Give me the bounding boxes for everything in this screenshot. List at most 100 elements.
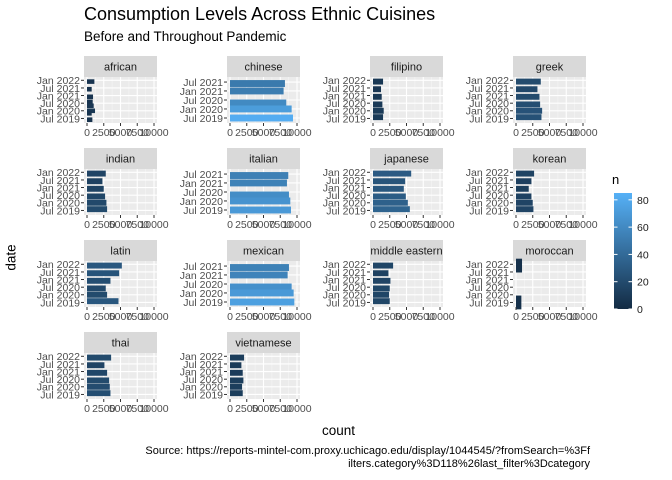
x-tick-label: 7500 — [412, 311, 436, 323]
data-bar — [87, 362, 105, 369]
data-bar — [516, 295, 522, 310]
data-bar — [373, 101, 383, 108]
x-tick-label: 10000 — [568, 219, 597, 231]
facet-strip-label: mexican — [243, 246, 284, 258]
data-bar — [373, 298, 390, 305]
y-tick-label: Jan 2021 — [37, 90, 80, 102]
x-tick-label: 5000 — [252, 219, 276, 231]
caption: Source: https://reports-mintel-com.proxy… — [145, 445, 590, 471]
y-tick-label: Jul 2020 — [183, 279, 223, 291]
x-tick-label: 7500 — [412, 127, 436, 139]
data-bar — [230, 264, 289, 271]
legend-title: n — [612, 172, 620, 187]
y-tick-label: Jan 2021 — [180, 270, 223, 282]
x-tick-label: 7500 — [126, 311, 150, 323]
y-tick-label: Jan 2021 — [180, 86, 223, 98]
data-bar — [87, 79, 95, 84]
data-bar — [87, 178, 103, 185]
data-bar — [87, 111, 92, 116]
y-tick-label: Jul 2020 — [40, 282, 80, 294]
x-tick-label: 7500 — [269, 311, 293, 323]
data-bar — [516, 93, 540, 100]
y-tick-label: Jul 2020 — [40, 374, 80, 386]
x-tick-label: 2500 — [378, 311, 402, 323]
data-bar — [87, 108, 96, 114]
x-tick-label: 2500 — [378, 219, 402, 231]
data-bar — [230, 197, 291, 205]
x-tick-label: 0 — [84, 127, 90, 139]
y-tick-label: Jan 2021 — [37, 274, 80, 286]
x-tick-label: 2500 — [92, 127, 116, 139]
y-tick-label: Jan 2022 — [466, 167, 509, 179]
y-tick-label: Jan 2021 — [466, 90, 509, 102]
data-bar — [373, 170, 412, 177]
facet-strip — [370, 56, 443, 77]
data-bar — [516, 78, 541, 85]
x-tick-label: 10000 — [568, 311, 597, 323]
data-bar — [230, 298, 295, 306]
y-tick-label: Jan 2022 — [37, 75, 80, 87]
x-tick-label: 2500 — [235, 403, 259, 415]
y-tick-label: Jul 2021 — [469, 83, 509, 95]
y-tick-label: Jan 2022 — [323, 75, 366, 87]
facet-strip — [84, 332, 157, 353]
legend-colorbar — [614, 193, 632, 309]
y-tick-label: Jul 2021 — [40, 83, 80, 95]
y-tick-label: Jan 2020 — [37, 198, 80, 210]
y-tick-label: Jan 2022 — [323, 167, 366, 179]
data-bar — [230, 390, 243, 397]
y-tick-label: Jan 2022 — [37, 351, 80, 363]
x-tick-label: 7500 — [126, 403, 150, 415]
data-bar — [87, 193, 106, 200]
y-tick-label: Jan 2020 — [466, 106, 509, 118]
x-tick-label: 7500 — [269, 127, 293, 139]
y-tick-label: Jan 2021 — [466, 274, 509, 286]
x-tick-label: 10000 — [282, 219, 311, 231]
data-bar — [373, 86, 382, 93]
caption-line-1: Source: https://reports-mintel-com.proxy… — [145, 445, 590, 457]
x-tick-label: 0 — [370, 219, 376, 231]
x-tick-label: 5000 — [252, 311, 276, 323]
data-bar — [373, 193, 406, 200]
y-tick-label: Jul 2019 — [183, 389, 223, 401]
x-tick-label: 7500 — [126, 219, 150, 231]
chart-subtitle: Before and Throughout Pandemic — [84, 29, 287, 44]
facet-strip — [513, 148, 586, 169]
x-tick-label: 0 — [513, 219, 519, 231]
x-tick-label: 2500 — [92, 219, 116, 231]
data-bar — [373, 262, 394, 269]
x-tick-label: 10000 — [425, 127, 454, 139]
data-bar — [373, 78, 384, 85]
x-tick-label: 0 — [370, 127, 376, 139]
y-tick-label: Jan 2020 — [466, 198, 509, 210]
data-bar — [87, 199, 107, 206]
y-tick-label: Jan 2021 — [180, 178, 223, 190]
x-tick-label: 7500 — [126, 127, 150, 139]
x-tick-label: 2500 — [92, 403, 116, 415]
data-bar — [373, 114, 384, 121]
data-bar — [230, 105, 292, 113]
x-tick-label: 2500 — [235, 219, 259, 231]
x-tick-label: 0 — [227, 311, 233, 323]
data-bar — [87, 369, 108, 376]
y-tick-label: Jul 2019 — [40, 205, 80, 217]
y-tick-label: Jan 2021 — [323, 274, 366, 286]
y-tick-label: Jul 2021 — [326, 83, 366, 95]
caption-line-2: ilters.category%3D118%26last_filter%3Dca… — [348, 458, 590, 470]
facet-strip-label: italian — [249, 154, 278, 166]
x-tick-label: 5000 — [538, 311, 562, 323]
data-bar — [230, 206, 291, 214]
facet-strip-label: thai — [112, 338, 130, 350]
data-bar — [87, 354, 112, 361]
y-tick-label: Jul 2020 — [40, 98, 80, 110]
y-tick-label: Jul 2020 — [326, 98, 366, 110]
y-tick-label: Jan 2020 — [323, 198, 366, 210]
x-tick-label: 5000 — [109, 219, 133, 231]
data-bar — [87, 285, 106, 292]
data-bar — [373, 285, 390, 292]
data-bar — [87, 270, 120, 277]
data-bar — [373, 93, 382, 100]
facet-strip-label: japanese — [383, 154, 429, 166]
